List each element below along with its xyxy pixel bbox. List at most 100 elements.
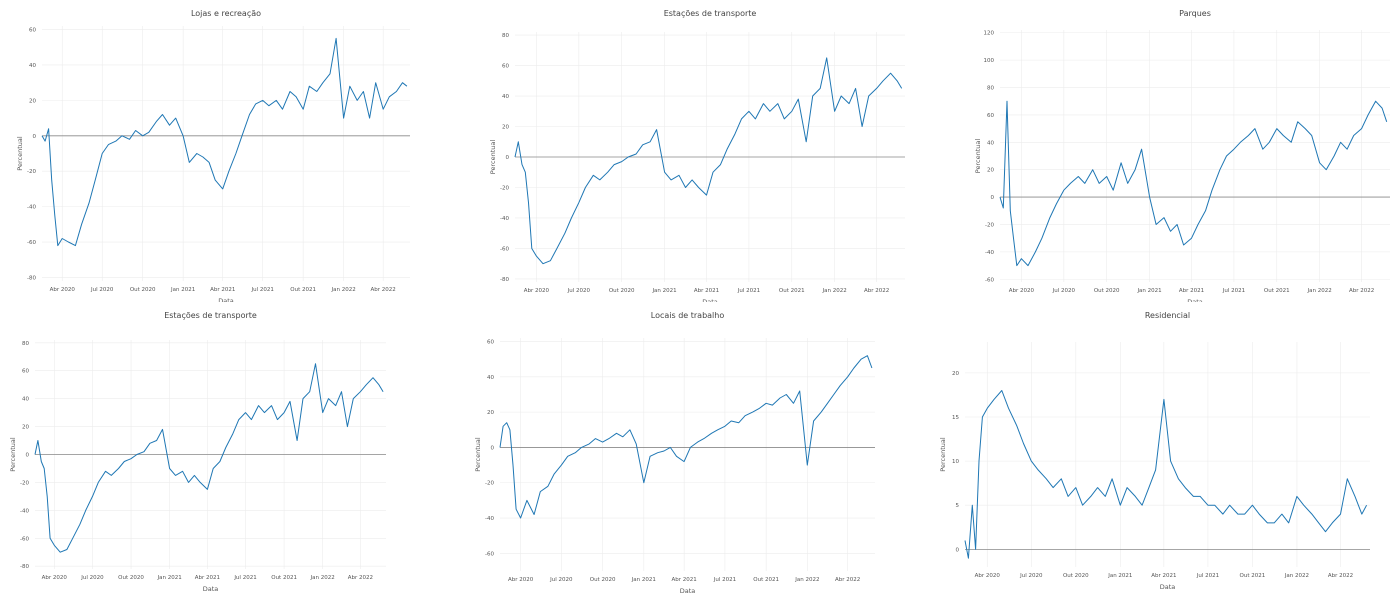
x-tick-label: Abr 2022 [1349, 288, 1374, 294]
y-tick-label: 5 [956, 503, 960, 509]
x-tick-label: Jul 2021 [233, 575, 256, 581]
y-tick-label: 20 [502, 125, 509, 131]
x-tick-label: Abr 2022 [835, 577, 860, 583]
x-tick-label: Jul 2021 [1196, 573, 1219, 579]
x-tick-label: Out 2020 [590, 577, 616, 583]
y-axis-title: Percentual [474, 437, 482, 472]
y-tick-label: -20 [27, 169, 36, 175]
x-tick-label: Abr 2020 [42, 575, 68, 581]
y-axis-title: Percentual [489, 140, 497, 175]
y-axis-title: Percentual [974, 139, 982, 174]
x-tick-label: Jul 2020 [90, 287, 114, 293]
chart-panel: Estações de transporte -80 -60 -40 -20 0 20 40 6… [475, 0, 915, 306]
x-tick-label: Abr 2020 [50, 287, 76, 293]
y-tick-label: 40 [22, 397, 29, 403]
y-tick-label: 60 [987, 113, 994, 119]
y-tick-label: 80 [502, 33, 509, 39]
chart-panel: Locais de trabalho -60 -40 -20 0 20 40 60 Abr 20… [455, 302, 895, 599]
y-tick-label: 80 [987, 86, 994, 92]
series-line [964, 390, 1368, 559]
x-axis-title: Data [680, 587, 696, 595]
series-line [34, 363, 384, 553]
x-tick-label: Jan 2021 [651, 288, 676, 294]
y-tick-label: -80 [27, 275, 36, 281]
y-tick-label: -20 [20, 480, 29, 486]
x-tick-label: Jul 2021 [251, 287, 274, 293]
x-tick-label: Out 2020 [130, 287, 156, 293]
x-tick-label: Abr 2021 [694, 288, 719, 294]
y-tick-label: -40 [500, 216, 509, 222]
chart-title: Estações de transporte [164, 311, 257, 320]
x-tick-label: Abr 2021 [672, 577, 697, 583]
y-tick-label: 20 [487, 410, 494, 416]
y-tick-label: 60 [502, 64, 509, 70]
series-line [41, 37, 408, 247]
y-tick-label: -20 [485, 481, 494, 487]
series-line [499, 355, 873, 519]
x-tick-label: Jan 2022 [794, 577, 819, 583]
y-tick-label: 15 [952, 415, 959, 421]
x-tick-label: Jan 2021 [1136, 288, 1161, 294]
y-axis-title: Percentual [16, 136, 24, 171]
x-tick-label: Jul 2021 [737, 288, 760, 294]
y-tick-label: 40 [987, 140, 994, 146]
x-tick-label: Out 2021 [779, 288, 805, 294]
y-tick-label: -80 [20, 564, 29, 570]
series-line [514, 57, 903, 265]
chart-panel: Lojas e recreação -80 -60 -40 -20 0 20 40 60 Abr … [0, 0, 430, 305]
x-tick-label: Out 2020 [609, 288, 635, 294]
y-tick-label: -20 [985, 222, 994, 228]
x-tick-label: Jan 2022 [822, 288, 847, 294]
y-tick-label: -60 [27, 240, 36, 246]
y-tick-label: 120 [984, 31, 995, 37]
x-tick-label: Jan 2022 [1307, 288, 1332, 294]
y-tick-label: 0 [991, 195, 995, 201]
x-tick-label: Abr 2020 [508, 577, 534, 583]
x-tick-label: Jul 2021 [1222, 288, 1245, 294]
x-tick-label: Abr 2021 [195, 575, 220, 581]
y-tick-label: 100 [984, 58, 995, 64]
y-tick-label: 20 [952, 371, 959, 377]
chart-title: Estações de transporte [664, 9, 757, 18]
x-tick-label: Jul 2021 [713, 577, 736, 583]
x-tick-label: Abr 2022 [371, 287, 396, 293]
x-tick-label: Jan 2021 [631, 577, 656, 583]
chart-title: Residencial [1145, 311, 1190, 320]
chart-title: Locais de trabalho [651, 311, 725, 320]
x-tick-label: Jan 2021 [156, 575, 181, 581]
line-chart: Lojas e recreação -80 -60 -40 -20 0 20 40 60 Abr … [16, 9, 410, 305]
line-chart: Parques -60 -40 -20 0 20 40 60 80 100 120 Abr 2020 J… [974, 9, 1390, 306]
line-chart: Locais de trabalho -60 -40 -20 0 20 40 60 Abr 20… [474, 311, 875, 595]
x-tick-label: Abr 2021 [1179, 288, 1204, 294]
x-tick-label: Abr 2020 [1009, 288, 1035, 294]
x-tick-label: Out 2021 [1240, 573, 1266, 579]
y-tick-label: -20 [500, 185, 509, 191]
x-tick-label: Abr 2022 [1328, 573, 1353, 579]
y-tick-label: -80 [500, 277, 509, 283]
x-tick-label: Jan 2022 [330, 287, 355, 293]
y-tick-label: 40 [502, 94, 509, 100]
x-tick-label: Out 2020 [118, 575, 144, 581]
x-tick-label: Jul 2020 [80, 575, 104, 581]
y-tick-label: 20 [987, 168, 994, 174]
x-tick-label: Jan 2021 [170, 287, 195, 293]
y-tick-label: 10 [952, 459, 959, 465]
x-tick-label: Out 2021 [271, 575, 297, 581]
series-line [999, 100, 1388, 267]
x-tick-label: Out 2020 [1094, 288, 1120, 294]
y-tick-label: 0 [26, 453, 30, 459]
y-tick-label: -40 [485, 516, 494, 522]
x-tick-label: Jan 2022 [310, 575, 335, 581]
y-tick-label: 40 [29, 63, 36, 69]
x-tick-label: Abr 2021 [210, 287, 235, 293]
y-tick-label: 0 [956, 547, 960, 553]
x-tick-label: Jan 2022 [1284, 573, 1309, 579]
y-tick-label: 60 [487, 340, 494, 346]
line-chart: Estações de transporte -80 -60 -40 -20 0 20 40 6… [489, 9, 905, 306]
x-tick-label: Out 2021 [753, 577, 779, 583]
y-tick-label: 80 [22, 341, 29, 347]
y-axis-title: Percentual [939, 437, 947, 472]
chart-title: Lojas e recreação [191, 9, 261, 18]
line-chart: Estações de transporte -80 -60 -40 -20 0 20 40 6… [9, 311, 386, 593]
x-tick-label: Abr 2020 [975, 573, 1001, 579]
